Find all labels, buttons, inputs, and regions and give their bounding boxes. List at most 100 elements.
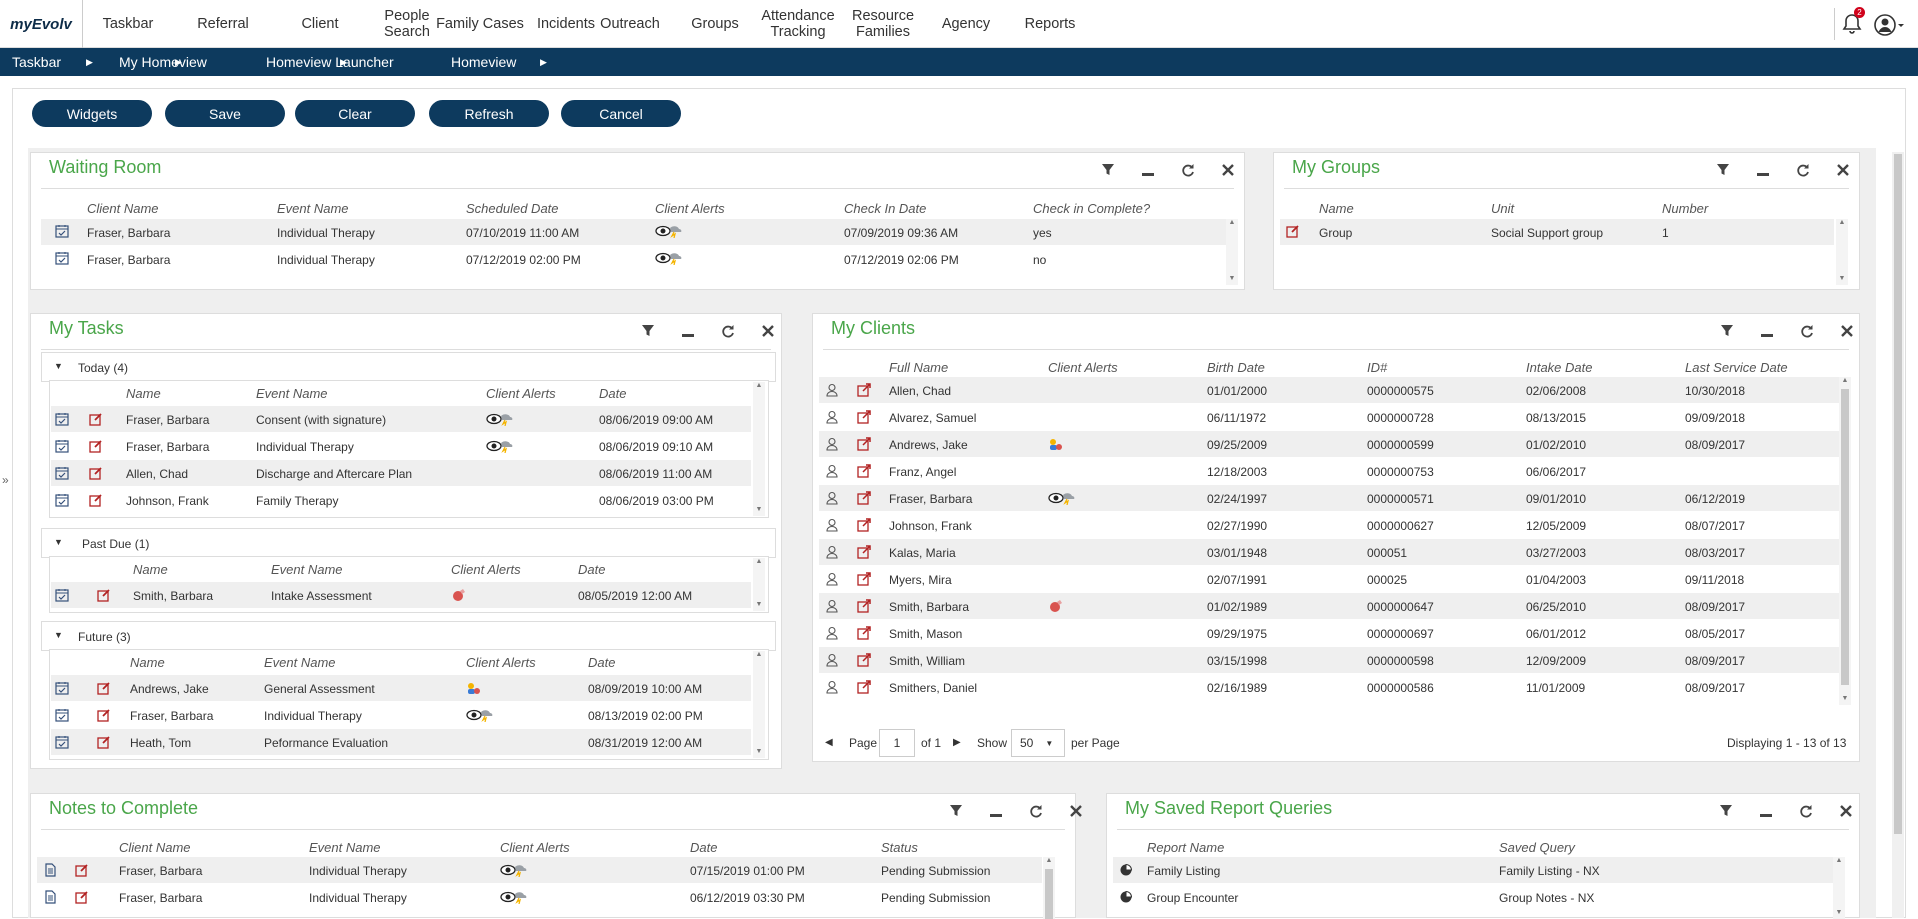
person-icon[interactable] (825, 626, 839, 640)
refresh-button[interactable]: Refresh (429, 100, 549, 127)
scroll-down-arrow-icon[interactable]: ▼ (1841, 695, 1849, 702)
edit-icon[interactable] (97, 708, 111, 722)
document-icon[interactable] (43, 890, 57, 904)
clear-button[interactable]: Clear (295, 100, 415, 127)
table-scrollbar[interactable]: ▲▼ (1226, 219, 1238, 285)
table-scrollbar[interactable]: ▲▼ (1839, 377, 1851, 705)
scroll-up-arrow-icon[interactable]: ▲ (755, 651, 763, 658)
calendar-check-icon[interactable] (55, 439, 69, 453)
nav-item-family-cases[interactable]: Family Cases (436, 16, 524, 32)
nav-item-groups[interactable]: Groups (691, 16, 739, 32)
refresh-icon[interactable] (1029, 804, 1043, 818)
filter-icon[interactable] (1719, 804, 1733, 818)
person-icon[interactable] (825, 518, 839, 532)
close-icon[interactable] (1069, 804, 1083, 818)
open-external-icon[interactable] (857, 572, 871, 586)
document-icon[interactable] (43, 863, 57, 877)
scroll-down-arrow-icon[interactable]: ▼ (1838, 275, 1846, 282)
calendar-check-icon[interactable] (55, 466, 69, 480)
app-logo[interactable]: myEvolv (0, 0, 83, 48)
calendar-check-icon[interactable] (55, 412, 69, 426)
pie-chart-icon[interactable] (1119, 890, 1133, 904)
minimize-icon[interactable] (1760, 324, 1774, 338)
close-icon[interactable] (1836, 163, 1850, 177)
refresh-icon[interactable] (1181, 163, 1195, 177)
open-external-icon[interactable] (857, 653, 871, 667)
open-external-icon[interactable] (857, 599, 871, 613)
minimize-icon[interactable] (1759, 804, 1773, 818)
filter-icon[interactable] (949, 804, 963, 818)
filter-icon[interactable] (641, 324, 655, 338)
table-row[interactable] (37, 857, 1042, 883)
nav-item-outreach[interactable]: Outreach (600, 16, 660, 32)
person-icon[interactable] (825, 383, 839, 397)
open-external-icon[interactable] (857, 464, 871, 478)
table-row[interactable] (819, 458, 1839, 484)
nav-item-incidents[interactable]: Incidents (536, 16, 596, 32)
open-external-icon[interactable] (857, 518, 871, 532)
open-external-icon[interactable] (857, 626, 871, 640)
nav-item-taskbar[interactable]: Taskbar (102, 16, 154, 32)
calendar-check-icon[interactable] (55, 224, 69, 238)
task-group-header[interactable]: ▼ Past Due (1) (41, 528, 776, 558)
page-scrollbar[interactable] (1892, 152, 1904, 918)
edit-icon[interactable] (97, 681, 111, 695)
scroll-thumb[interactable] (1045, 869, 1053, 919)
scroll-down-arrow-icon[interactable]: ▼ (1228, 275, 1236, 282)
open-external-icon[interactable] (857, 410, 871, 424)
widgets-button[interactable]: Widgets (32, 100, 152, 127)
close-icon[interactable] (761, 324, 775, 338)
edit-icon[interactable] (75, 863, 89, 877)
side-panel-toggle-icon[interactable]: » (2, 473, 9, 487)
open-external-icon[interactable] (857, 545, 871, 559)
breadcrumb-item-2[interactable]: Homeview Launcher (266, 54, 394, 70)
scroll-up-arrow-icon[interactable]: ▲ (1841, 377, 1849, 384)
close-icon[interactable] (1839, 804, 1853, 818)
minimize-icon[interactable] (1756, 163, 1770, 177)
table-row[interactable] (819, 377, 1839, 403)
per-page-select[interactable]: 50 ▼ (1011, 729, 1065, 757)
nav-item-referral[interactable]: Referral (197, 16, 249, 32)
minimize-icon[interactable] (1141, 163, 1155, 177)
pie-chart-icon[interactable] (1119, 863, 1133, 877)
table-row[interactable] (819, 431, 1839, 457)
person-icon[interactable] (825, 437, 839, 451)
open-external-icon[interactable] (857, 437, 871, 451)
table-row[interactable] (1113, 857, 1833, 883)
edit-icon[interactable] (89, 412, 103, 426)
refresh-icon[interactable] (721, 324, 735, 338)
nav-item-people-search[interactable]: People Search (384, 8, 430, 40)
table-scrollbar[interactable]: ▲▼ (753, 382, 765, 516)
user-menu-icon[interactable] (1874, 13, 1904, 37)
filter-icon[interactable] (1720, 324, 1734, 338)
nav-item-attendance-tracking[interactable]: Attendance Tracking (761, 8, 835, 40)
pager-page-input[interactable]: 1 (879, 729, 915, 757)
person-icon[interactable] (825, 653, 839, 667)
table-scrollbar[interactable]: ▲▼ (1833, 857, 1845, 919)
cancel-button[interactable]: Cancel (561, 100, 681, 127)
pager-prev-icon[interactable]: ◀ (825, 737, 833, 748)
table-scrollbar[interactable]: ▲▼ (1043, 857, 1055, 919)
table-row[interactable] (51, 729, 751, 755)
scroll-up-arrow-icon[interactable]: ▲ (755, 558, 763, 565)
refresh-icon[interactable] (1796, 163, 1810, 177)
table-row[interactable] (51, 460, 751, 486)
nav-item-resource-families[interactable]: Resource Families (851, 8, 915, 40)
edit-icon[interactable] (89, 493, 103, 507)
nav-item-client[interactable]: Client (301, 16, 339, 32)
table-row[interactable] (819, 647, 1839, 673)
collapse-arrow-icon[interactable]: ▼ (54, 630, 63, 640)
table-scrollbar[interactable]: ▲▼ (753, 651, 765, 758)
scroll-up-arrow-icon[interactable]: ▲ (1835, 857, 1843, 864)
open-external-icon[interactable] (857, 680, 871, 694)
filter-icon[interactable] (1101, 163, 1115, 177)
scroll-down-arrow-icon[interactable]: ▼ (755, 506, 763, 513)
nav-item-reports[interactable]: Reports (1024, 16, 1076, 32)
person-icon[interactable] (825, 464, 839, 478)
edit-icon[interactable] (89, 466, 103, 480)
scroll-down-arrow-icon[interactable]: ▼ (755, 748, 763, 755)
edit-icon[interactable] (97, 588, 111, 602)
close-icon[interactable] (1221, 163, 1235, 177)
calendar-check-icon[interactable] (55, 735, 69, 749)
scroll-down-arrow-icon[interactable]: ▼ (1835, 909, 1843, 916)
